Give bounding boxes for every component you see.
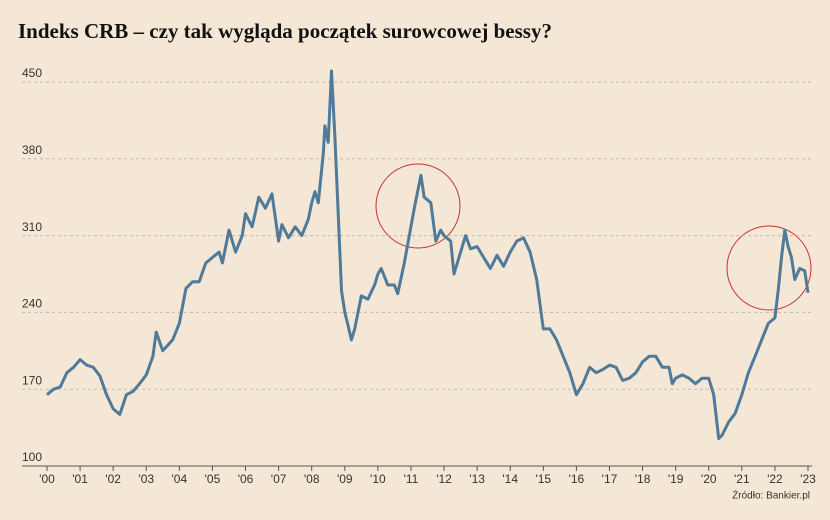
x-tick-label: '06	[238, 472, 254, 486]
source: Źródło: Bankier.pl	[732, 489, 810, 502]
y-tick-label: 240	[22, 297, 42, 311]
x-tick-label: '07	[271, 472, 287, 486]
x-tick-label: '12	[436, 472, 452, 486]
x-tick-label: '19	[668, 472, 684, 486]
y-tick-label: 100	[22, 450, 42, 464]
x-tick-label: '05	[205, 472, 221, 486]
data-line	[46, 69, 810, 441]
highlight-circle	[726, 225, 812, 311]
x-tick-label: '14	[502, 472, 518, 486]
x-tick-label: '08	[304, 472, 320, 486]
chart-title: Indeks CRB – czy tak wygląda początek su…	[18, 19, 552, 43]
x-tick-label: '13	[469, 472, 485, 486]
x-tick-label: '04	[172, 472, 188, 486]
y-tick-label: 450	[22, 66, 42, 80]
y-tick-label: 310	[22, 220, 42, 234]
x-tick-label: '00	[39, 472, 55, 486]
x-tick-label: '10	[370, 472, 386, 486]
y-tick-label: 380	[22, 143, 42, 157]
x-tick-label: '02	[105, 472, 121, 486]
x-tick-label: '18	[635, 472, 651, 486]
x-tick-label: '09	[337, 472, 353, 486]
x-tick-label: '21	[734, 472, 750, 486]
x-tick-label: '23	[800, 472, 816, 486]
x-tick-label: '22	[767, 472, 783, 486]
x-tick-label: '11	[404, 472, 419, 486]
x-tick-label: '17	[602, 472, 618, 486]
y-tick-label: 170	[22, 373, 42, 387]
x-tick-label: '03	[138, 472, 154, 486]
x-tick-label: '15	[535, 472, 551, 486]
highlight-circle	[375, 163, 461, 249]
x-tick-label: '01	[72, 472, 88, 486]
x-tick-label: '16	[569, 472, 585, 486]
x-tick-label: '20	[701, 472, 717, 486]
